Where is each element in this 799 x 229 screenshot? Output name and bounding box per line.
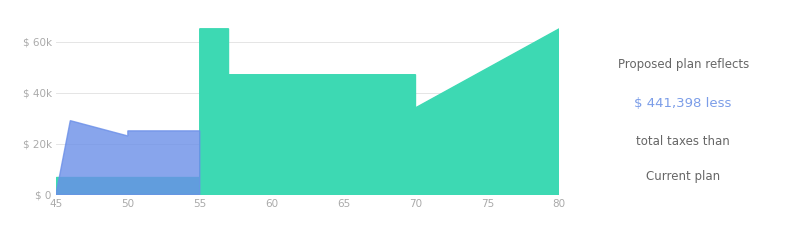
Text: $ 441,398 less: $ 441,398 less <box>634 97 732 109</box>
Polygon shape <box>56 121 200 195</box>
Polygon shape <box>56 29 559 195</box>
Text: Current plan: Current plan <box>646 170 720 183</box>
Text: total taxes than: total taxes than <box>636 136 730 148</box>
Text: Proposed plan reflects: Proposed plan reflects <box>618 58 749 71</box>
Polygon shape <box>56 177 200 195</box>
